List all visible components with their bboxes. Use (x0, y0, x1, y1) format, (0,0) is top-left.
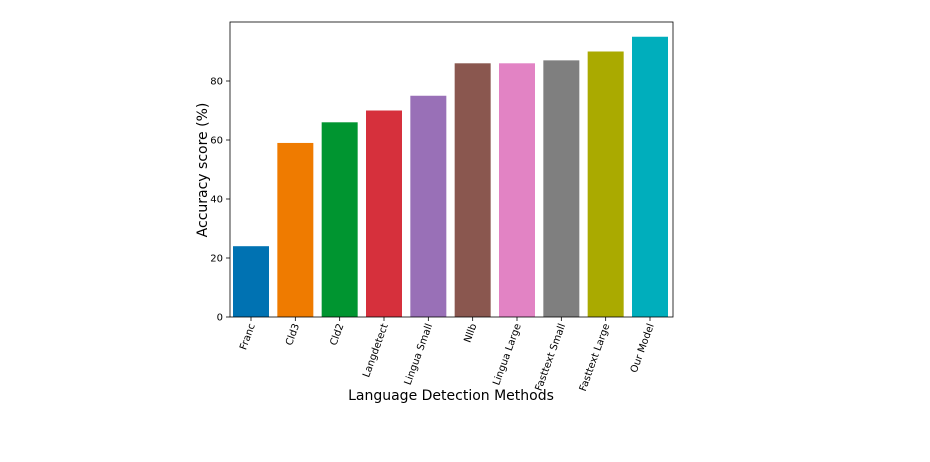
x-axis-title: Language Detection Methods (348, 388, 554, 404)
x-axis-ticks: Franc Cld3 Cld2 Langdetect Lingua Small Nllb L… (238, 317, 657, 393)
x-tick-label: Nllb (463, 322, 480, 344)
y-tick-label: 60 (210, 136, 223, 147)
x-tick-label: Cld3 (284, 322, 302, 347)
x-tick-label: Fasttext Small (534, 322, 569, 392)
x-tick-label: Cld2 (328, 322, 346, 347)
x-tick-label: Fasttext Large (578, 322, 613, 393)
bar-lingua-small (410, 95, 447, 317)
x-tick-label: Our Model (629, 322, 657, 374)
y-tick-label: 0 (217, 313, 223, 324)
bar-fasttext-large (587, 51, 624, 317)
bar-franc (233, 246, 269, 317)
bar-cld3 (277, 142, 314, 317)
y-axis-title: Accuracy score (%) (195, 103, 211, 238)
y-tick-label: 20 (210, 254, 223, 265)
y-axis-ticks: 0 20 40 60 80 (210, 77, 230, 324)
y-tick-label: 40 (210, 195, 223, 206)
x-tick-label: Langdetect (361, 322, 391, 379)
x-tick-label: Lingua Small (403, 322, 435, 386)
bars-group (233, 36, 668, 317)
x-tick-label: Lingua Large (491, 322, 524, 387)
bar-our-model (632, 36, 668, 317)
bar-langdetect (366, 110, 402, 317)
bar-lingua-large (499, 63, 535, 317)
plot-area-frame (229, 21, 674, 318)
bar-cld2 (321, 122, 358, 317)
bar-nllb (454, 63, 491, 317)
x-tick-label: Franc (238, 322, 258, 351)
y-tick-label: 80 (210, 77, 223, 88)
bar-fasttext-small (543, 60, 580, 317)
